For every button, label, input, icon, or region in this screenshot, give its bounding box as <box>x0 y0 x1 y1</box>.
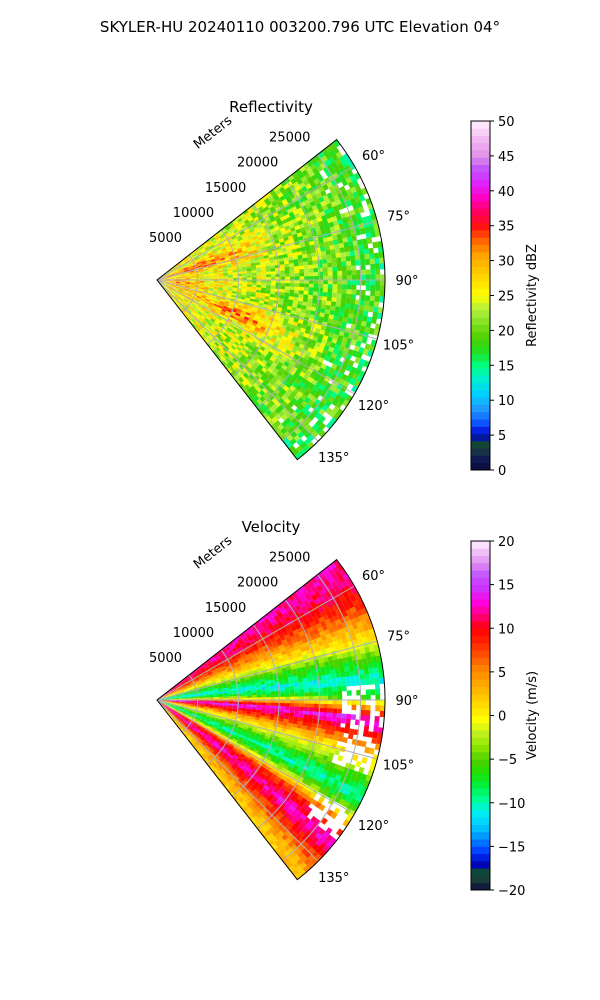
colorbar-tick-label: −15 <box>498 840 525 855</box>
colorbar-tick-label: 10 <box>498 622 515 637</box>
angle-tick-label: 120° <box>358 819 389 834</box>
colorbar-tick-label: −20 <box>498 884 525 899</box>
radar-panel-reflectivity: Reflectivity 5000 10000 15000 20000 25000 Mete… <box>149 98 540 479</box>
colorbar-tick-label: 0 <box>498 710 506 725</box>
colorbar-tick-label: 35 <box>498 220 515 235</box>
angle-tick-label: 90° <box>395 694 418 709</box>
colorbar-tick-label: 5 <box>498 429 506 444</box>
radial-tick-label: 10000 <box>173 206 214 221</box>
colorbar-tick-label: 30 <box>498 255 515 270</box>
radial-axis-label: Meters <box>191 113 235 152</box>
colorbar-tick-label: 20 <box>498 535 515 550</box>
colorbar-tick-label: 40 <box>498 185 515 200</box>
angle-tick-label: 60° <box>362 569 385 584</box>
colorbar-tick-label: 10 <box>498 394 515 409</box>
colorbar: −20 −15 −10 −5 0 5 10 15 20 Velocity (m/s) <box>470 535 540 899</box>
radial-tick-label: 5000 <box>149 231 182 246</box>
colorbar-tick-label: −5 <box>498 753 517 768</box>
colorbar-label: Reflectivity dBZ <box>525 244 540 347</box>
polar-grid <box>156 154 385 442</box>
polar-grid <box>156 574 385 862</box>
colorbar-tick-label: 20 <box>498 324 515 339</box>
angle-tick-label: 75° <box>387 209 410 224</box>
angle-tick-label: 60° <box>362 149 385 164</box>
radial-tick-label: 5000 <box>149 651 182 666</box>
colorbar: 0 5 10 15 20 25 30 35 40 45 50 Reflectivity dBZ <box>470 115 540 479</box>
panel-title: Velocity <box>242 518 301 536</box>
radial-tick-label: 25000 <box>269 551 310 566</box>
radar-panel-velocity: Velocity 5000 10000 15000 20000 25000 Meters 60… <box>149 518 540 899</box>
colorbar-tick-label: 15 <box>498 359 515 374</box>
colorbar-label: Velocity (m/s) <box>525 671 540 760</box>
sector-outline <box>156 138 386 461</box>
colorbar-tick-label: 50 <box>498 115 515 130</box>
radial-tick-label: 10000 <box>173 626 214 641</box>
figure-title: SKYLER-HU 20240110 003200.796 UTC Elevat… <box>100 18 500 36</box>
radial-tick-label: 20000 <box>237 156 278 171</box>
colorbar-tick-label: 25 <box>498 290 515 305</box>
angle-tick-label: 135° <box>318 871 349 886</box>
radial-tick-label: 15000 <box>205 601 246 616</box>
angle-tick-label: 105° <box>383 339 414 354</box>
angle-tick-label: 105° <box>383 759 414 774</box>
colorbar-tick-label: −10 <box>498 797 525 812</box>
radial-axis-label: Meters <box>191 533 235 572</box>
colorbar-tick-label: 5 <box>498 666 506 681</box>
angle-tick-label: 75° <box>387 629 410 644</box>
radial-tick-label: 15000 <box>205 181 246 196</box>
colorbar-tick-label: 15 <box>498 579 515 594</box>
angle-tick-label: 120° <box>358 399 389 414</box>
radar-field <box>157 559 385 880</box>
colorbar-tick-label: 0 <box>498 464 506 479</box>
panel-title: Reflectivity <box>229 98 313 116</box>
radial-tick-label: 20000 <box>237 576 278 591</box>
angle-tick-label: 90° <box>395 274 418 289</box>
angle-tick-label: 135° <box>318 451 349 466</box>
radial-tick-label: 25000 <box>269 131 310 146</box>
colorbar-tick-label: 45 <box>498 150 515 165</box>
sector-outline <box>156 558 386 881</box>
